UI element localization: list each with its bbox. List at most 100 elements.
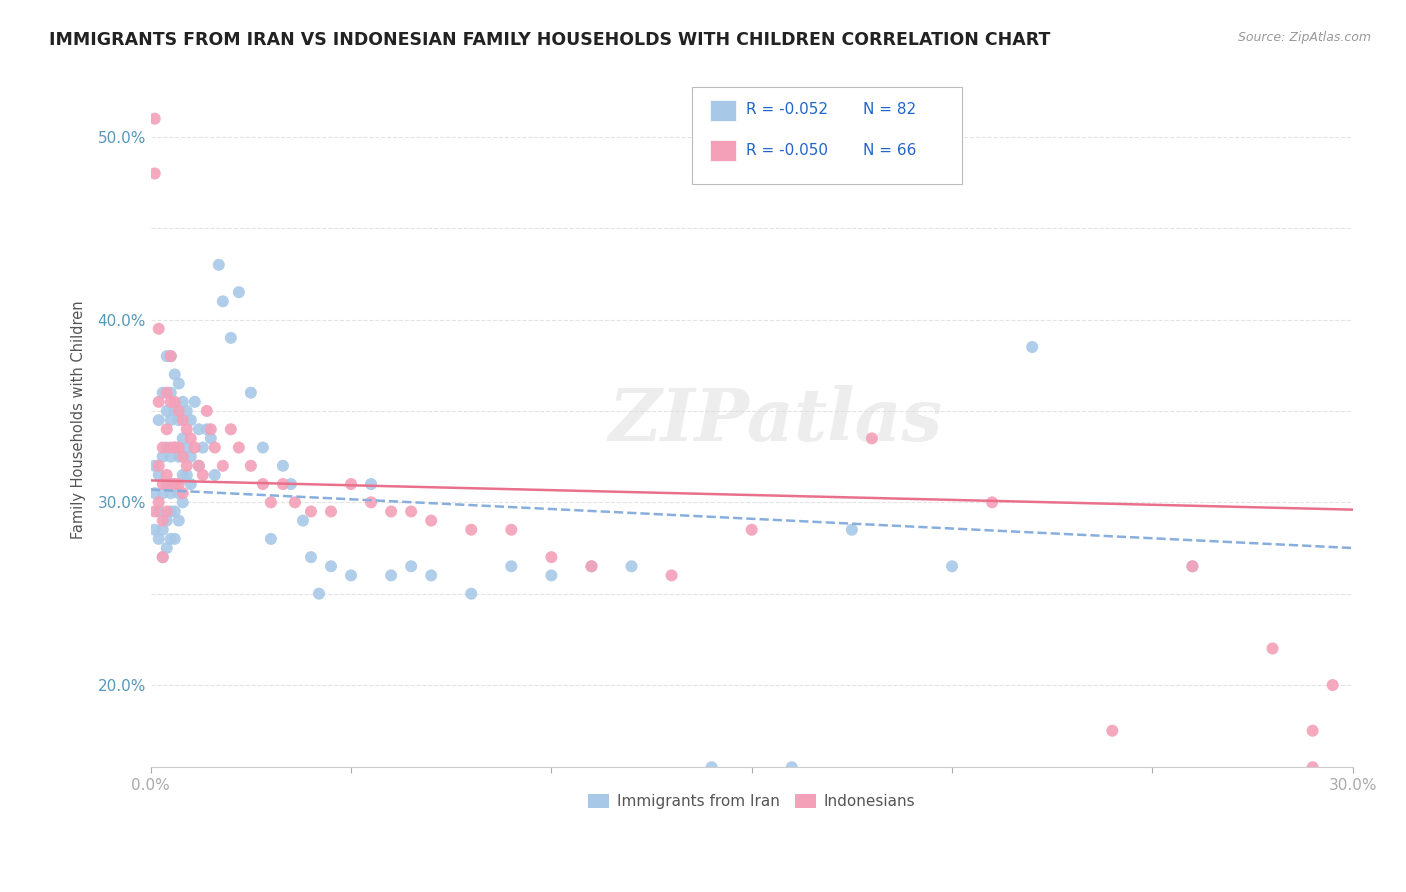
Point	[148, 467, 170, 482]
Point	[1021, 340, 1043, 354]
Point	[191, 441, 214, 455]
Point	[219, 331, 242, 345]
Text: ZIPatlas: ZIPatlas	[609, 384, 943, 456]
Text: Source: ZipAtlas.com: Source: ZipAtlas.com	[1237, 31, 1371, 45]
Point	[159, 486, 181, 500]
Point	[180, 450, 202, 464]
Point	[156, 441, 179, 455]
Point	[460, 587, 482, 601]
Point	[195, 404, 218, 418]
Point	[1261, 641, 1284, 656]
Point	[167, 486, 190, 500]
Point	[252, 441, 274, 455]
Point	[1322, 678, 1344, 692]
Point	[360, 477, 382, 491]
Point	[239, 458, 262, 473]
Point	[159, 413, 181, 427]
Point	[399, 559, 422, 574]
Point	[1101, 723, 1123, 738]
Point	[340, 477, 363, 491]
Point	[167, 514, 190, 528]
Point	[152, 523, 174, 537]
Point	[159, 477, 181, 491]
Point	[148, 413, 170, 427]
Point	[661, 568, 683, 582]
Point	[156, 514, 179, 528]
Point	[460, 523, 482, 537]
Point	[172, 495, 194, 509]
Point	[143, 112, 166, 126]
Point	[172, 486, 194, 500]
Point	[152, 514, 174, 528]
Text: N = 66: N = 66	[863, 143, 917, 158]
Point	[156, 541, 179, 555]
Point	[152, 550, 174, 565]
Point	[620, 559, 643, 574]
Point	[143, 523, 166, 537]
Point	[172, 450, 194, 464]
Point	[163, 477, 186, 491]
Point	[176, 441, 198, 455]
Point	[152, 550, 174, 565]
Point	[741, 523, 763, 537]
Point	[172, 413, 194, 427]
Point	[208, 258, 231, 272]
Point	[152, 486, 174, 500]
Point	[187, 458, 209, 473]
Point	[195, 422, 218, 436]
Point	[399, 504, 422, 518]
Point	[1302, 760, 1324, 774]
Point	[211, 458, 233, 473]
Point	[420, 568, 443, 582]
Point	[176, 458, 198, 473]
Point	[200, 431, 222, 445]
Y-axis label: Family Households with Children: Family Households with Children	[72, 301, 86, 540]
Point	[143, 486, 166, 500]
Point	[163, 404, 186, 418]
Point	[540, 550, 562, 565]
Point	[299, 504, 322, 518]
Point	[204, 467, 226, 482]
Point	[180, 477, 202, 491]
Point	[148, 495, 170, 509]
Point	[501, 523, 523, 537]
Point	[159, 349, 181, 363]
Point	[228, 285, 250, 300]
Point	[200, 422, 222, 436]
Point	[167, 376, 190, 391]
Point	[211, 294, 233, 309]
Point	[319, 559, 342, 574]
Point	[143, 504, 166, 518]
Point	[271, 477, 294, 491]
Point	[540, 568, 562, 582]
Point	[167, 413, 190, 427]
Point	[156, 477, 179, 491]
Point	[156, 349, 179, 363]
Point	[159, 385, 181, 400]
Point	[581, 559, 603, 574]
Point	[239, 385, 262, 400]
Point	[420, 514, 443, 528]
Point	[700, 760, 723, 774]
Point	[280, 477, 302, 491]
Point	[156, 404, 179, 418]
Point	[156, 504, 179, 518]
Point	[152, 477, 174, 491]
Point	[187, 422, 209, 436]
Point	[159, 504, 181, 518]
Point	[148, 504, 170, 518]
Point	[156, 467, 179, 482]
Point	[271, 458, 294, 473]
Point	[260, 495, 283, 509]
Point	[981, 495, 1004, 509]
Point	[172, 467, 194, 482]
Point	[1302, 723, 1324, 738]
Point	[152, 450, 174, 464]
Point	[152, 385, 174, 400]
Point	[501, 559, 523, 574]
Point	[319, 504, 342, 518]
Point	[180, 413, 202, 427]
FancyBboxPatch shape	[710, 140, 737, 161]
Point	[159, 349, 181, 363]
Point	[291, 514, 314, 528]
